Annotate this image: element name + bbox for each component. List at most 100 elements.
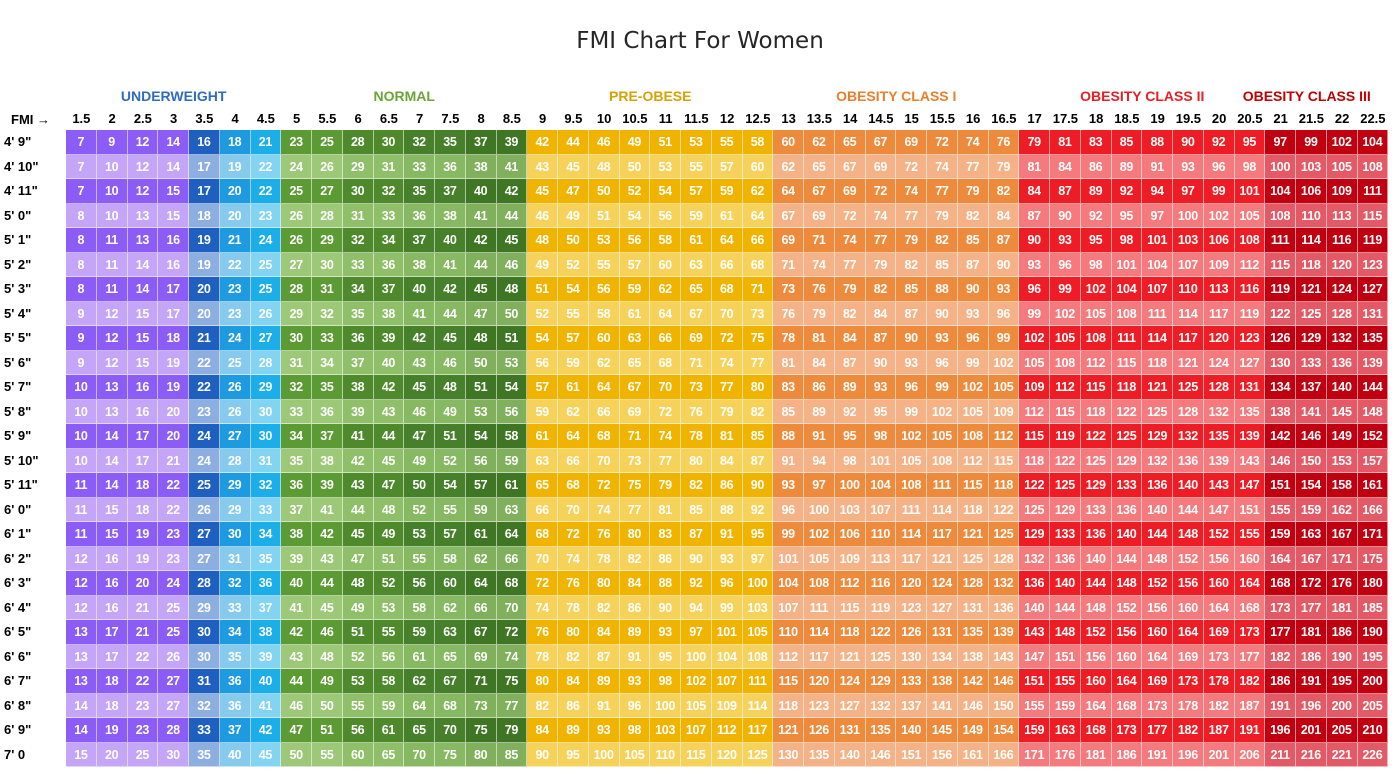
- weight-cell: 38: [465, 154, 497, 179]
- weight-cell: 93: [988, 277, 1020, 302]
- fmi-column-header: 8.5: [502, 111, 521, 126]
- weight-cell: 12: [127, 130, 159, 155]
- weight-cell: 39: [281, 546, 312, 571]
- weight-cell: 132: [1326, 326, 1358, 351]
- weight-cell: 173: [1173, 669, 1204, 694]
- weight-cell: 21: [189, 326, 220, 351]
- weight-cell: 22: [158, 497, 189, 522]
- weight-cell: 52: [373, 571, 405, 596]
- weight-cell: 49: [342, 595, 374, 620]
- weight-cell: 41: [465, 203, 497, 228]
- weight-cell: 95: [865, 399, 897, 424]
- weight-cell: 160: [1111, 644, 1143, 669]
- weight-cell: 61: [404, 644, 435, 669]
- weight-cell: 91: [1142, 154, 1173, 179]
- weight-cell: 154: [988, 718, 1020, 743]
- weight-cell: 25: [189, 473, 220, 498]
- weight-cell: 108: [1080, 326, 1112, 351]
- weight-cell: 42: [312, 522, 343, 547]
- weight-cell: 88: [711, 497, 743, 522]
- weight-cell: 115: [1080, 375, 1112, 400]
- weight-cell: 32: [342, 228, 374, 253]
- weight-cell: 164: [1173, 620, 1204, 645]
- weight-cell: 95: [1080, 228, 1112, 253]
- weight-cell: 57: [619, 252, 651, 277]
- weight-cell: 105: [1234, 203, 1266, 228]
- weight-cell: 77: [865, 228, 897, 253]
- weight-cell: 73: [742, 301, 774, 326]
- weight-cell: 68: [742, 252, 774, 277]
- weight-cell: 16: [96, 595, 128, 620]
- weight-cell: 55: [558, 301, 589, 326]
- weight-cell: 166: [1357, 497, 1389, 522]
- weight-cell: 42: [342, 448, 374, 473]
- weight-cell: 144: [1357, 375, 1389, 400]
- weight-cell: 51: [435, 424, 466, 449]
- weight-cell: 25: [127, 742, 159, 767]
- weight-cell: 54: [650, 179, 681, 204]
- weight-cell: 30: [158, 742, 189, 767]
- height-label: 5' 4": [4, 305, 32, 321]
- weight-cell: 68: [558, 473, 589, 498]
- weight-cell: 171: [1019, 742, 1050, 767]
- fmi-column-header: 8: [477, 111, 485, 126]
- weight-cell: 107: [865, 497, 897, 522]
- weight-cell: 146: [1265, 448, 1296, 473]
- weight-cell: 30: [189, 620, 220, 645]
- weight-cell: 64: [650, 301, 681, 326]
- weight-cell: 67: [773, 203, 804, 228]
- weight-cell: 74: [527, 595, 558, 620]
- weight-cell: 44: [435, 301, 466, 326]
- weight-cell: 67: [804, 179, 835, 204]
- weight-cell: 102: [1203, 203, 1235, 228]
- fmi-column-header: 18.5: [1114, 111, 1140, 126]
- weight-cell: 35: [435, 130, 466, 155]
- weight-cell: 65: [404, 718, 435, 743]
- weight-cell: 85: [927, 252, 958, 277]
- weight-cell: 117: [1173, 326, 1204, 351]
- weight-cell: 56: [342, 718, 374, 743]
- weight-cell: 36: [312, 399, 343, 424]
- weight-cell: 210: [1357, 718, 1389, 743]
- weight-cell: 41: [435, 252, 466, 277]
- weight-cell: 52: [558, 252, 589, 277]
- weight-cell: 146: [1296, 424, 1327, 449]
- weight-cell: 95: [834, 424, 866, 449]
- weight-cell: 144: [1080, 571, 1112, 596]
- weight-cell: 77: [650, 448, 681, 473]
- weight-cell: 65: [619, 350, 651, 375]
- weight-cell: 56: [527, 350, 558, 375]
- weight-cell: 60: [650, 252, 681, 277]
- weight-cell: 13: [66, 620, 97, 645]
- weight-cell: 126: [1265, 326, 1296, 351]
- weight-cell: 139: [1234, 424, 1266, 449]
- weight-cell: 150: [988, 693, 1020, 718]
- weight-cell: 58: [435, 546, 466, 571]
- table-row: 7 10 12 15 17 20 22 25 27 30 32 35 37 40 42 45 47 50 52 54 5…: [66, 179, 1389, 204]
- table-row: 8 11 14 16 19 22 25 27 30 33 36 38 41 44 46 49 52 55 57 60 6…: [66, 252, 1389, 277]
- weight-cell: 99: [896, 399, 927, 424]
- weight-cell: 88: [650, 571, 681, 596]
- weight-cell: 177: [1234, 644, 1266, 669]
- weight-cell: 64: [773, 179, 804, 204]
- weight-cell: 23: [158, 546, 189, 571]
- weight-cell: 25: [250, 277, 282, 302]
- weight-cell: 90: [650, 595, 681, 620]
- weight-cell: 115: [773, 669, 804, 694]
- weight-cell: 105: [957, 399, 989, 424]
- weight-cell: 98: [1111, 228, 1143, 253]
- weight-cell: 108: [1111, 301, 1143, 326]
- table-row: 8 11 14 17 20 23 25 28 31 34 37 40 42 45 48 51 54 56 59 62 6…: [66, 277, 1389, 302]
- weight-cell: 84: [1019, 179, 1050, 204]
- weight-cell: 116: [1234, 277, 1266, 302]
- weight-cell: 114: [896, 522, 927, 547]
- weight-cell: 90: [957, 277, 989, 302]
- weight-cell: 23: [189, 399, 220, 424]
- weight-cell: 46: [312, 620, 343, 645]
- weight-cell: 102: [804, 522, 835, 547]
- weight-cell: 75: [496, 669, 528, 694]
- weight-cell: 129: [1296, 326, 1327, 351]
- weight-cell: 22: [127, 669, 159, 694]
- weight-cell: 19: [189, 228, 220, 253]
- weight-cell: 82: [896, 252, 927, 277]
